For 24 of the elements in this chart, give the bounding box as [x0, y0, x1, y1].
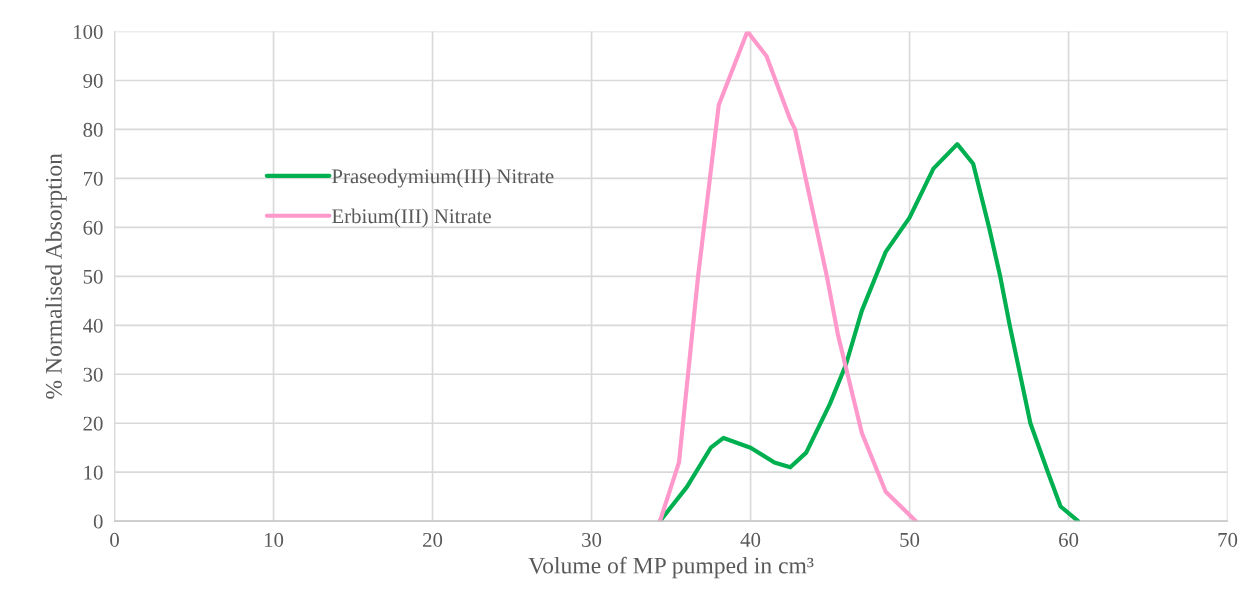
legend-label: Praseodymium(III) Nitrate	[332, 168, 554, 188]
y-tick-label: 0	[93, 514, 103, 529]
x-tick-label: 20	[423, 532, 443, 547]
x-tick-label: 40	[740, 532, 761, 547]
y-tick-label: 20	[83, 416, 103, 431]
x-tick-label: 50	[900, 532, 920, 547]
y-tick-label: 90	[83, 73, 103, 88]
y-tick-label: 80	[83, 122, 103, 137]
x-axis-title: Volume of MP pumped in cm³	[528, 556, 814, 579]
y-axis-title: % Normalised Absorption	[45, 153, 67, 399]
y-tick-label: 40	[83, 318, 103, 333]
y-tick-label: 100	[74, 24, 103, 39]
legend-label: Erbium(III) Nitrate	[332, 208, 491, 228]
line-series	[657, 31, 919, 522]
y-tick-label: 10	[84, 465, 103, 480]
y-tick-label: 60	[83, 220, 103, 235]
x-tick-label: 60	[1059, 532, 1079, 547]
y-tick-label: 70	[83, 171, 103, 186]
x-tick-label: 30	[582, 532, 602, 547]
y-tick-label: 50	[83, 269, 103, 284]
x-tick-label: 0	[110, 532, 119, 547]
x-tick-label: 70	[1218, 532, 1238, 547]
y-tick-label: 30	[83, 367, 103, 382]
x-tick-label: 10	[264, 532, 284, 547]
